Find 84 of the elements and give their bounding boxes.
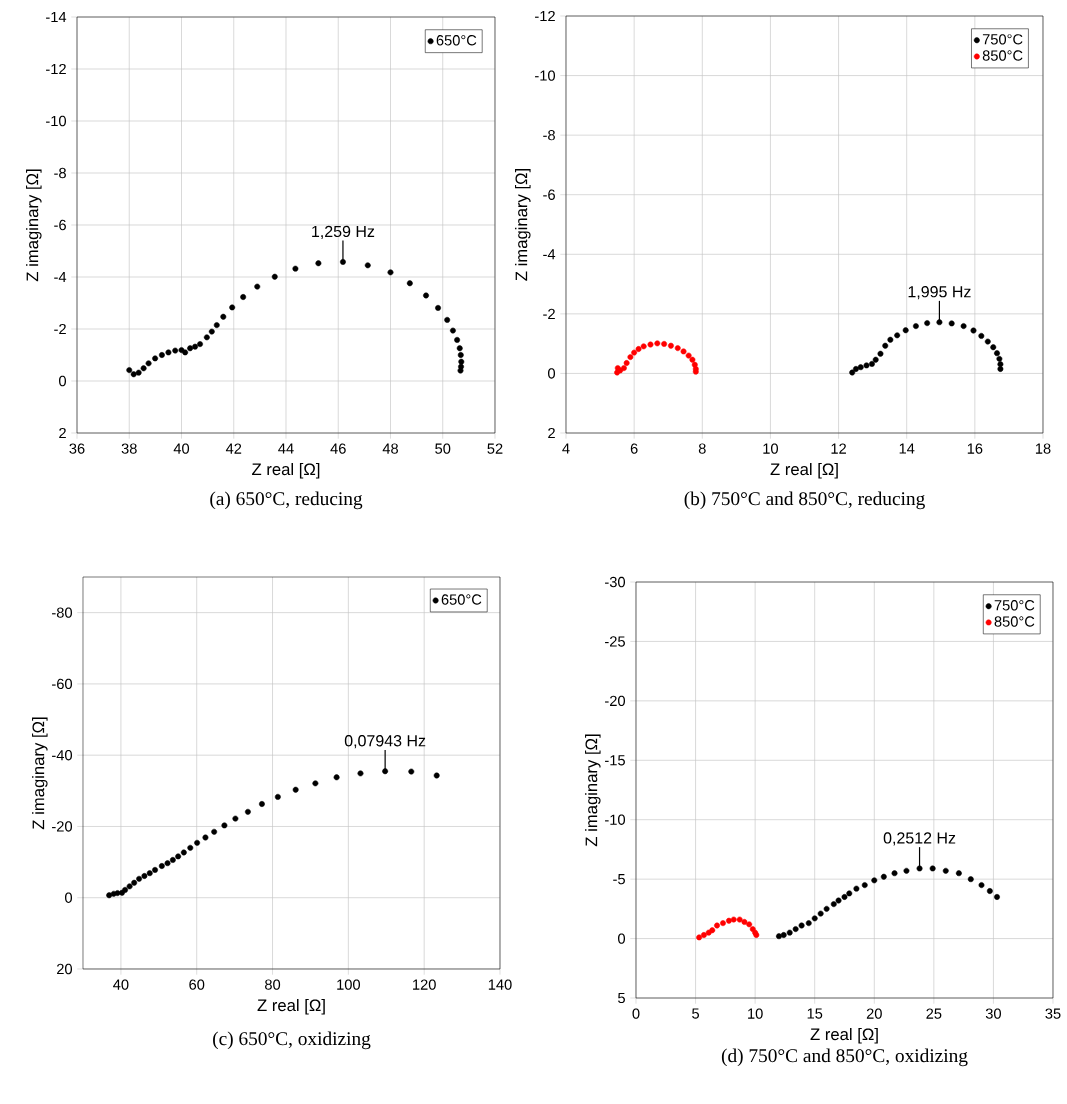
- text: (c) 650°C, oxidizing: [213, 1031, 371, 1050]
- x-tick-label: 36: [69, 443, 85, 454]
- y-tick-label: -12: [46, 63, 66, 75]
- x-axis-title: Z real [Ω]: [770, 462, 838, 479]
- y-tick-label: -20: [52, 821, 73, 832]
- y-tick-label: -20: [605, 695, 626, 707]
- y-tick-label: -10: [605, 814, 626, 825]
- x-tick-label: 60: [189, 979, 205, 990]
- annotation: 1,995 Hz: [908, 286, 971, 300]
- x-tick-label: 14: [899, 443, 915, 454]
- y-tick-label: 2: [548, 427, 555, 439]
- x-axis-title: Z real [Ω]: [252, 462, 320, 479]
- y-tick-label: -30: [605, 576, 626, 588]
- y-tick-label: 0: [548, 368, 556, 379]
- legend-label: 750°C: [982, 34, 1023, 45]
- x-tick-label: 40: [113, 979, 129, 990]
- y-axis-title: Z imaginary [Ω]: [515, 168, 531, 281]
- text: (d) 750°C and 850°C, oxidizing: [721, 1048, 968, 1067]
- text: (a) 650°C, reducing: [210, 491, 363, 510]
- annotation: 1,259 Hz: [312, 225, 375, 239]
- x-tick-label: 25: [926, 1008, 942, 1019]
- y-tick-label: -6: [543, 189, 555, 200]
- y-tick-label: 2: [59, 427, 66, 439]
- x-tick-label: 16: [967, 443, 983, 454]
- y-tick-label: -8: [543, 129, 555, 141]
- x-tick-label: 42: [225, 443, 242, 454]
- y-tick-label: -15: [605, 755, 625, 766]
- x-tick-label: 120: [413, 979, 436, 990]
- x-tick-label: 50: [435, 443, 451, 454]
- x-tick-label: 38: [121, 443, 137, 454]
- y-tick-label: -10: [535, 70, 556, 81]
- x-tick-label: 100: [337, 979, 360, 990]
- y-tick-label: 5: [618, 992, 625, 1004]
- legend-label: 750°C: [994, 600, 1035, 611]
- legend-label: 850°C: [994, 616, 1035, 627]
- x-tick-label: 52: [487, 443, 503, 454]
- x-tick-label: 30: [985, 1008, 1001, 1019]
- x-tick-label: 5: [692, 1008, 700, 1019]
- y-tick-label: 0: [59, 375, 67, 387]
- x-axis-title: Z real [Ω]: [810, 1027, 878, 1044]
- y-tick-label: 20: [57, 963, 73, 975]
- legend-label: 650°C: [441, 594, 482, 605]
- x-tick-label: 80: [265, 979, 281, 990]
- y-tick-label: 0: [65, 892, 73, 903]
- x-tick-label: 20: [866, 1008, 882, 1019]
- y-tick-label: -25: [605, 636, 625, 647]
- y-tick-label: -6: [54, 219, 66, 231]
- x-tick-label: 12: [831, 443, 846, 454]
- y-tick-label: -80: [52, 607, 73, 618]
- legend-label: 850°C: [982, 50, 1023, 61]
- y-tick-label: -2: [54, 323, 66, 335]
- y-axis-title: Z imaginary [Ω]: [585, 734, 601, 847]
- legend-label: 650°C: [436, 35, 477, 46]
- x-tick-label: 44: [278, 443, 294, 454]
- x-tick-label: 18: [1035, 443, 1051, 454]
- y-tick-label: 0: [618, 933, 626, 944]
- x-tick-label: 15: [807, 1008, 823, 1019]
- x-tick-label: 4: [562, 443, 570, 454]
- text: (b) 750°C and 850°C, reducing: [684, 491, 925, 510]
- y-tick-label: -12: [535, 10, 555, 22]
- x-tick-label: 10: [763, 443, 778, 454]
- x-tick-label: 8: [698, 443, 706, 454]
- x-tick-label: 40: [173, 443, 190, 454]
- x-tick-label: 10: [748, 1008, 763, 1019]
- y-tick-label: -4: [54, 271, 67, 283]
- annotation: 0,2512 Hz: [883, 832, 956, 846]
- y-axis-title: Z imaginary [Ω]: [32, 717, 48, 830]
- y-tick-label: -2: [543, 308, 555, 319]
- x-axis-title: Z real [Ω]: [257, 998, 325, 1015]
- y-tick-label: -60: [52, 678, 73, 690]
- x-tick-label: 0: [632, 1008, 640, 1019]
- y-tick-label: -10: [46, 115, 67, 127]
- x-tick-label: 48: [382, 443, 398, 454]
- y-tick-label: -5: [613, 874, 625, 885]
- y-tick-label: -14: [46, 11, 67, 23]
- x-tick-label: 35: [1045, 1008, 1061, 1019]
- y-tick-label: -40: [52, 750, 73, 761]
- y-tick-label: -4: [543, 249, 556, 260]
- x-tick-label: 6: [630, 443, 638, 454]
- y-axis-title: Z imaginary [Ω]: [26, 169, 42, 282]
- x-tick-label: 46: [330, 443, 346, 454]
- y-tick-label: -8: [54, 167, 66, 179]
- x-tick-label: 140: [488, 979, 512, 990]
- annotation: 0,07943 Hz: [344, 735, 426, 749]
